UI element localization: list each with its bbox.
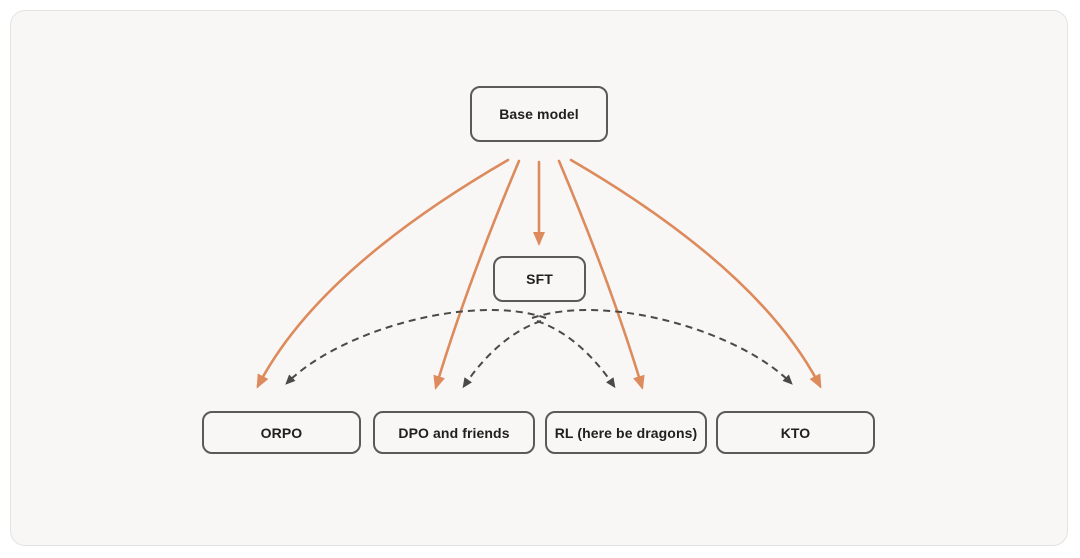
node-rl: RL (here be dragons): [545, 411, 707, 454]
node-orpo: ORPO: [202, 411, 361, 454]
node-label-base-model: Base model: [499, 106, 579, 122]
node-label-orpo: ORPO: [260, 424, 303, 441]
node-label-rl: RL (here be dragons): [554, 424, 698, 441]
node-label-sft: SFT: [526, 271, 553, 287]
node-base-model: Base model: [470, 86, 608, 142]
node-sft: SFT: [493, 256, 586, 302]
node-kto: KTO: [716, 411, 875, 454]
node-label-dpo: DPO and friends: [398, 424, 510, 441]
node-dpo: DPO and friends: [373, 411, 535, 454]
diagram-panel: [10, 10, 1068, 546]
node-label-kto: KTO: [780, 424, 811, 441]
